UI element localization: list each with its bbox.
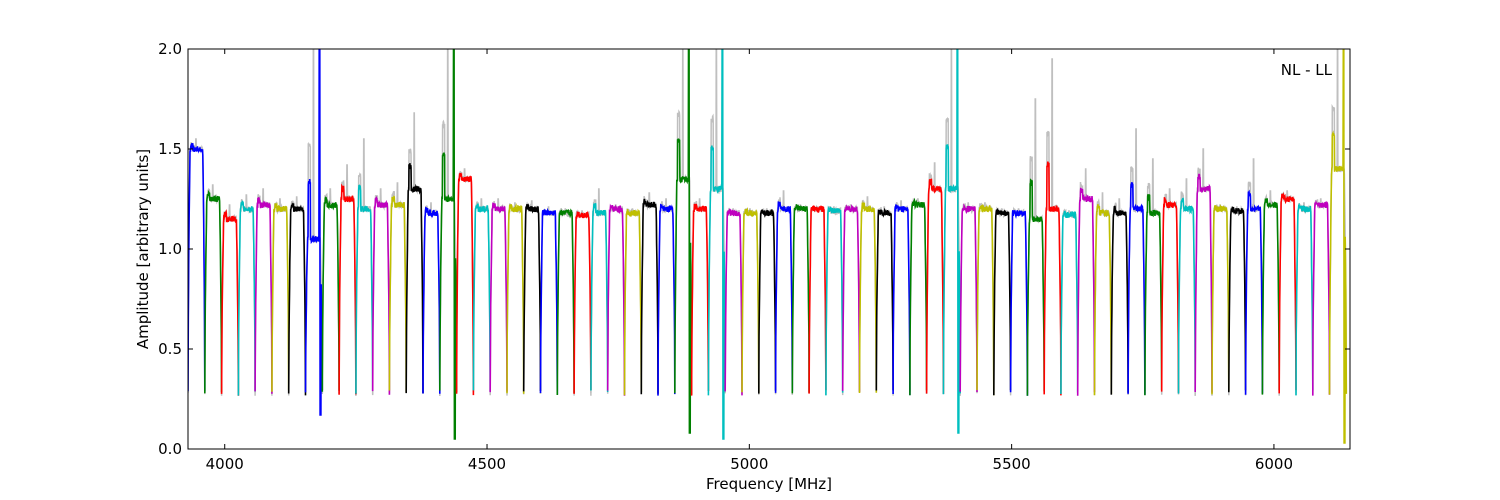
channel-line — [188, 143, 206, 392]
channel-line — [892, 204, 911, 396]
y-tick-label: 1.0 — [158, 240, 182, 258]
channel-line — [976, 203, 995, 396]
channel-line — [556, 208, 575, 396]
channel-line — [724, 208, 743, 396]
channel-line — [875, 207, 894, 391]
channel-line — [1278, 192, 1297, 394]
y-tick-label: 1.5 — [158, 140, 182, 158]
channel-line — [573, 210, 592, 394]
channel-line — [539, 207, 559, 395]
channel-line — [1244, 189, 1264, 395]
channel-line — [304, 49, 324, 416]
channel-line — [237, 200, 256, 396]
channel-line — [1110, 205, 1129, 395]
channel-series-group — [188, 49, 1348, 444]
channel-line — [825, 205, 844, 396]
x-tick-label: 4000 — [206, 455, 244, 473]
channel-line — [1312, 200, 1331, 396]
channel-line — [220, 209, 240, 396]
channel-line — [1177, 197, 1196, 394]
channel-line — [657, 203, 676, 396]
x-axis-label: Frequency [MHz] — [706, 475, 832, 493]
channel-line — [489, 202, 508, 393]
channel-line — [640, 198, 659, 395]
x-tick-label: 5000 — [730, 455, 768, 473]
channel-line — [942, 49, 962, 434]
channel-line — [808, 204, 827, 394]
channel-line — [1261, 198, 1280, 395]
channel-line — [1211, 204, 1230, 395]
channel-line — [925, 178, 945, 395]
channel-line — [321, 196, 340, 392]
channel-line — [1043, 161, 1062, 396]
channel-line — [522, 203, 542, 392]
channel-line — [992, 207, 1012, 396]
channel-line — [909, 197, 928, 396]
channel-line — [606, 203, 626, 396]
channel-line — [254, 197, 273, 394]
channel-line — [271, 202, 290, 392]
channel-line — [204, 189, 223, 394]
channel-line — [1295, 202, 1314, 396]
x-axis: 4000 4500 5000 5500 6000 — [206, 49, 1293, 473]
channel-line — [774, 201, 794, 393]
channel-line — [1228, 205, 1247, 393]
channel-line — [1093, 204, 1113, 396]
channel-line — [858, 201, 878, 394]
channel-line — [287, 202, 307, 396]
channel-line — [422, 206, 441, 394]
channel-line — [388, 195, 408, 393]
channel-line — [707, 49, 727, 440]
channel-line — [1127, 182, 1146, 395]
channel-line — [1060, 210, 1079, 395]
channel-line — [623, 208, 643, 396]
channel-line — [1328, 49, 1348, 444]
channel-line — [673, 49, 693, 434]
channel-line — [690, 203, 710, 396]
channel-line — [1076, 187, 1096, 396]
channel-line — [841, 204, 861, 393]
y-tick-label: 0.0 — [158, 440, 182, 458]
channel-line — [405, 163, 424, 394]
channel-line — [472, 203, 492, 392]
channel-line — [1026, 178, 1045, 396]
channel-line — [338, 183, 357, 395]
x-tick-label: 5500 — [993, 455, 1031, 473]
channel-line — [1144, 193, 1163, 396]
channel-line — [1009, 209, 1029, 396]
channel-line — [438, 49, 458, 440]
chart-annotation: NL - LL — [1281, 61, 1333, 79]
channel-line — [455, 172, 475, 396]
x-tick-label: 6000 — [1255, 455, 1293, 473]
channel-line — [959, 202, 978, 393]
channel-line — [371, 195, 391, 395]
channel-line — [506, 203, 525, 394]
background-channel-line — [1228, 205, 1247, 396]
channel-line — [1194, 173, 1213, 393]
y-tick-label: 0.5 — [158, 340, 182, 358]
channel-line — [757, 208, 777, 394]
channel-line — [741, 206, 760, 394]
y-tick-label: 2.0 — [158, 40, 182, 58]
y-axis-label: Amplitude [arbitrary units] — [134, 149, 152, 349]
y-axis: 0.0 0.5 1.0 1.5 2.0 — [158, 40, 1350, 458]
channel-line — [355, 184, 374, 394]
channel-line — [590, 202, 609, 393]
channel-line — [1160, 197, 1180, 393]
x-tick-label: 4500 — [468, 455, 506, 473]
channel-line — [791, 203, 810, 394]
